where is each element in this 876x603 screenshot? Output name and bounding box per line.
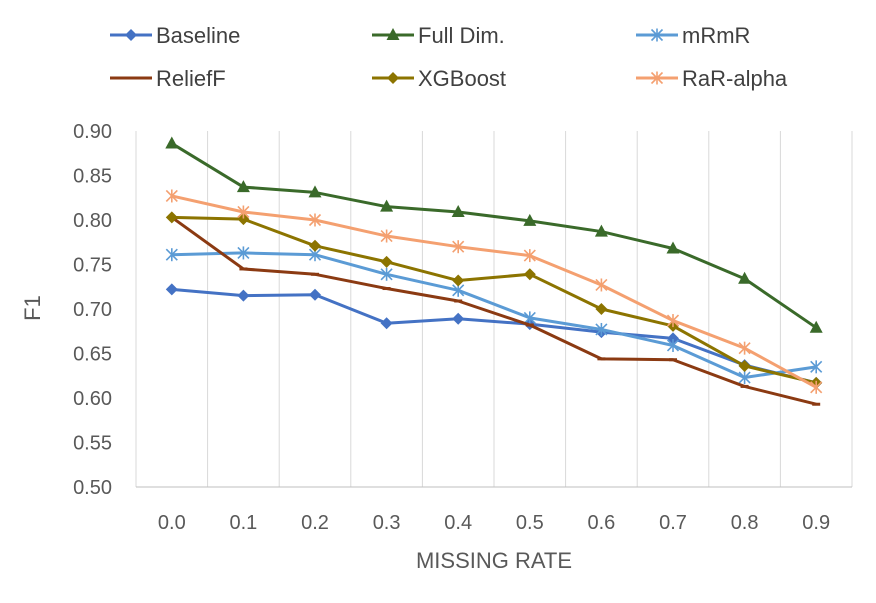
data-point [380, 229, 393, 243]
data-point [809, 320, 823, 333]
x-tick-label: 0.0 [158, 512, 186, 534]
data-point [810, 380, 823, 394]
data-point [165, 189, 178, 203]
data-point [452, 312, 465, 325]
data-point [738, 371, 751, 385]
legend-label: Full Dim. [418, 23, 505, 48]
data-point [237, 246, 250, 260]
data-point [738, 341, 751, 355]
y-tick-label: 0.50 [73, 477, 112, 499]
data-point [237, 289, 250, 302]
data-point [380, 255, 393, 268]
legend-label: mRmR [682, 23, 750, 48]
y-tick-label: 0.75 [73, 255, 112, 277]
y-tick-label: 0.55 [73, 433, 112, 455]
x-tick-label: 0.7 [659, 512, 687, 534]
data-point [666, 241, 680, 254]
axes: 0.50 0.55 0.60 0.65 0.70 0.75 0.80 0.85 0.90 0.0 0… [73, 121, 852, 534]
data-point [308, 213, 322, 227]
y-axis-title: F1 [20, 295, 45, 321]
data-point [380, 199, 394, 212]
y-tick-label: 0.60 [73, 388, 112, 410]
data-point [810, 360, 823, 374]
data-point [237, 205, 250, 219]
data-point [523, 311, 536, 325]
legend-item: mRmR [636, 23, 750, 48]
data-point [309, 288, 321, 301]
x-tick-label: 0.9 [802, 512, 830, 534]
series-line [171, 251, 817, 380]
series-rar-alpha [165, 189, 823, 394]
x-tick-label: 0.8 [731, 512, 759, 534]
data-point [523, 249, 536, 263]
legend-label: XGBoost [418, 66, 506, 91]
data-point [236, 180, 250, 193]
data-point [452, 240, 465, 254]
legend-item: Full Dim. [372, 23, 505, 48]
data-point [523, 268, 536, 281]
y-tick-label: 0.70 [73, 299, 112, 321]
data-point [594, 224, 608, 237]
x-tick-label: 0.5 [516, 512, 544, 534]
series-line [171, 215, 817, 385]
legend-item: ReliefF [110, 66, 226, 91]
series-line [171, 194, 817, 389]
data-point [387, 72, 399, 84]
x-axis-title: MISSING RATE [416, 548, 572, 573]
series-group [165, 136, 823, 406]
y-tick-label: 0.65 [73, 344, 112, 366]
legend-label: RaR-alpha [682, 66, 788, 91]
y-tick-label: 0.90 [73, 121, 112, 143]
data-point [738, 271, 752, 284]
legend-label: ReliefF [156, 66, 226, 91]
x-tick-label: 0.6 [587, 512, 615, 534]
data-point [165, 248, 178, 262]
series-line [171, 287, 817, 385]
data-point [309, 239, 321, 252]
series-full-dim [165, 136, 823, 333]
data-point [595, 322, 608, 336]
data-point [125, 29, 137, 41]
data-point [595, 303, 608, 315]
data-point [452, 274, 465, 287]
legend: Baseline Full Dim. mRmR ReliefF XGBoost RaR-a… [110, 23, 788, 91]
data-point [650, 28, 664, 42]
y-tick-label: 0.85 [73, 166, 112, 188]
data-point [380, 267, 393, 281]
data-point [666, 338, 680, 352]
x-tick-label: 0.2 [301, 512, 329, 534]
legend-label: Baseline [156, 23, 240, 48]
series-relieff [167, 215, 821, 406]
data-point [380, 317, 393, 330]
data-point [451, 204, 465, 217]
data-point [666, 314, 680, 328]
data-point [650, 71, 664, 85]
data-point [523, 213, 537, 226]
data-point [165, 283, 178, 296]
data-point [595, 278, 608, 292]
data-point [738, 359, 751, 372]
data-point [308, 185, 322, 198]
y-tick-label: 0.80 [73, 210, 112, 232]
x-tick-label: 0.3 [373, 512, 401, 534]
x-tick-label: 0.4 [444, 512, 472, 534]
x-tick-label: 0.1 [229, 512, 257, 534]
series-line [170, 216, 817, 406]
series-mrmr [165, 246, 823, 385]
legend-item: XGBoost [372, 66, 506, 91]
series-line [171, 142, 818, 329]
data-point [165, 211, 178, 224]
data-point [165, 136, 179, 149]
data-point [386, 28, 400, 40]
legend-item: RaR-alpha [636, 66, 788, 91]
legend-item: Baseline [110, 23, 240, 48]
